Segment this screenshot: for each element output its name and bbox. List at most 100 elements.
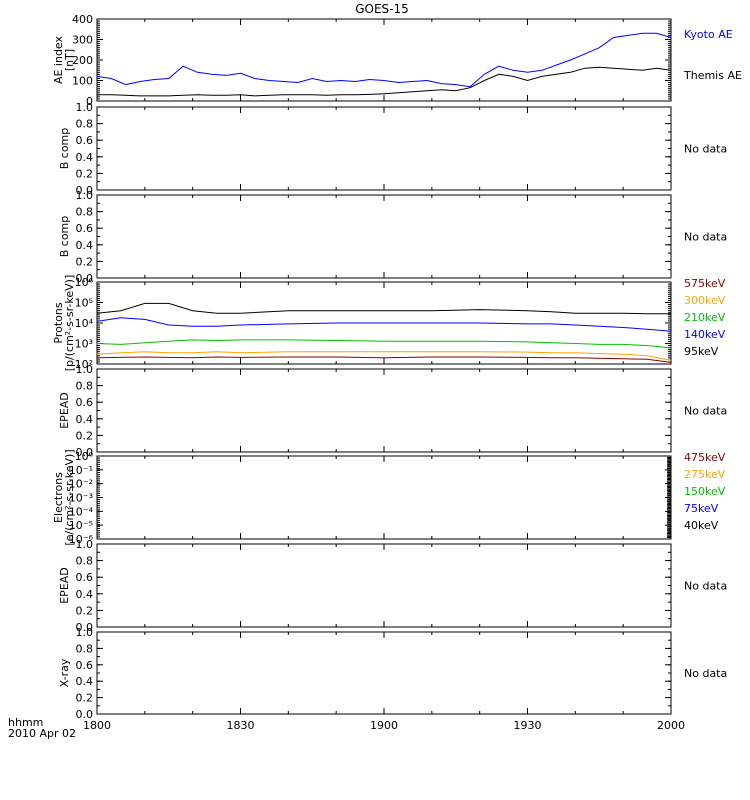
no-data-label: No data <box>684 405 727 418</box>
y-tick-label: 0.0 <box>76 184 94 197</box>
legend-entry: 75keV <box>684 502 719 515</box>
y-tick-label: 0.4 <box>76 413 94 426</box>
y-tick-label: 1.0 <box>76 189 94 202</box>
panel-frame <box>96 455 672 540</box>
x-tick-label: 1900 <box>370 719 398 732</box>
panels-group: 0 100 200 300 400 AE index[nT] Kyoto AE Themis … <box>52 13 742 721</box>
y-tick-label: 0.6 <box>76 659 94 672</box>
panel-epead2: 0.0 0.2 0.4 0.6 0.8 1.0 EPEAD No data <box>58 538 727 634</box>
y-tick-label: 0.2 <box>76 255 94 268</box>
y-tick-label: 1.0 <box>76 626 94 639</box>
y-tick-label: 0.6 <box>76 571 94 584</box>
date-label: 2010 Apr 02 <box>8 727 76 740</box>
y-tick-label: 10⁰ <box>75 450 94 463</box>
y-tick-label: 0.2 <box>76 429 94 442</box>
y-tick-label: 0.6 <box>76 396 94 409</box>
x-tick-label: 2000 <box>657 719 685 732</box>
y-tick-label: 300 <box>72 34 93 47</box>
series-line-210kev <box>96 339 672 349</box>
legend-entry: 475keV <box>684 451 726 464</box>
y-axis-label: [nT] <box>63 49 76 71</box>
panel-bcomp1: 0.0 0.2 0.4 0.6 0.8 1.0 B comp No data <box>58 101 727 197</box>
y-tick-label: 0.4 <box>76 151 94 164</box>
panel-frame <box>96 194 672 279</box>
legend-entry: 210keV <box>684 311 726 324</box>
y-tick-label: 1.0 <box>76 538 94 551</box>
y-tick-label: 10⁻⁶ <box>69 533 94 546</box>
panel-xray: 0.0 0.2 0.4 0.6 0.8 1.0 X-ray No data <box>58 626 727 721</box>
y-tick-label: 0.8 <box>76 206 94 219</box>
no-data-label: No data <box>684 580 727 593</box>
y-tick-label: 10⁶ <box>75 276 94 289</box>
y-tick-label: 0.2 <box>76 692 94 705</box>
y-tick-label: 1.0 <box>76 363 94 376</box>
y-tick-label: 10⁻⁵ <box>69 519 93 532</box>
panel-frame <box>96 106 672 191</box>
legend-entry: 275keV <box>684 468 726 481</box>
plot-title: GOES-15 <box>355 2 409 16</box>
time-axis: 1800 1830 1900 1930 2000 <box>83 719 685 732</box>
series-line-575kev <box>96 356 672 363</box>
time-unit-label: hhmm <box>8 716 43 729</box>
no-data-label: No data <box>684 667 727 680</box>
y-axis-label: EPEAD <box>58 567 71 604</box>
x-tick-label: 1800 <box>83 719 111 732</box>
y-axis-label: [p/(cm²-s-sr-keV)] <box>63 275 76 372</box>
y-tick-label: 0.2 <box>76 167 94 180</box>
legend-entry: 95keV <box>684 345 719 358</box>
y-tick-label: 10⁵ <box>75 297 93 310</box>
y-tick-label: 0.6 <box>76 134 94 147</box>
y-tick-label: 0.2 <box>76 604 94 617</box>
y-axis-label: B comp <box>58 128 71 170</box>
panel-bcomp2: 0.0 0.2 0.4 0.6 0.8 1.0 B comp No data <box>58 189 727 285</box>
no-data-label: No data <box>684 231 727 244</box>
y-tick-label: 10⁻¹ <box>69 464 93 477</box>
legend-entry: 575keV <box>684 277 726 290</box>
y-tick-label: 0.8 <box>76 642 94 655</box>
panel-frame <box>96 18 672 102</box>
panel-frame <box>96 543 672 628</box>
y-tick-label: 0.4 <box>76 588 94 601</box>
y-tick-label: 10³ <box>75 338 93 351</box>
y-tick-label: 0 <box>86 95 93 108</box>
legend-entry: 150keV <box>684 485 726 498</box>
series-line-kyoto-ae <box>96 32 672 88</box>
y-tick-label: 10⁴ <box>75 317 94 330</box>
series-line-300kev <box>96 351 672 361</box>
y-axis-label: [e/(cm²-s-sr-keV)] <box>63 449 76 545</box>
y-axis-label: Electrons <box>52 472 65 523</box>
y-tick-label: 0.0 <box>76 272 94 285</box>
no-data-label: No data <box>684 143 727 156</box>
y-axis-label: B comp <box>58 216 71 258</box>
y-axis-label: EPEAD <box>58 392 71 429</box>
series-line-140kev <box>96 317 672 332</box>
legend-entry: Kyoto AE <box>684 28 733 41</box>
x-tick-label: 1830 <box>227 719 255 732</box>
panel-protons: 10² 10³ 10⁴ 10⁵ 10⁶ Protons[p/(cm²-s-sr-keV)]… <box>52 275 726 372</box>
y-tick-label: 10⁻³ <box>69 492 93 505</box>
y-tick-label: 0.0 <box>76 446 94 459</box>
y-tick-label: 0.8 <box>76 380 94 393</box>
y-tick-label: 200 <box>72 54 93 67</box>
y-tick-label: 0.0 <box>76 708 94 721</box>
y-tick-label: 0.6 <box>76 222 94 235</box>
x-tick-label: 1930 <box>514 719 542 732</box>
y-tick-label: 100 <box>72 75 93 88</box>
panel-frame <box>96 631 672 715</box>
y-tick-label: 400 <box>72 13 93 26</box>
y-tick-label: 0.8 <box>76 555 94 568</box>
y-axis-label: Protons <box>52 302 65 343</box>
legend-entry: 40keV <box>684 519 719 532</box>
panel-ae: 0 100 200 300 400 AE index[nT] Kyoto AE Themis … <box>52 13 742 108</box>
y-tick-label: 10² <box>75 358 93 371</box>
panel-epead1: 0.0 0.2 0.4 0.6 0.8 1.0 EPEAD No data <box>58 363 727 459</box>
y-tick-label: 1.0 <box>76 101 94 114</box>
series-line-themis-ae <box>97 66 672 97</box>
y-tick-label: 10⁻² <box>69 478 93 491</box>
legend-entry: 300keV <box>684 294 726 307</box>
legend-entry: Themis AE <box>683 69 742 82</box>
legend-entry: 140keV <box>684 328 726 341</box>
y-tick-label: 0.4 <box>76 675 94 688</box>
